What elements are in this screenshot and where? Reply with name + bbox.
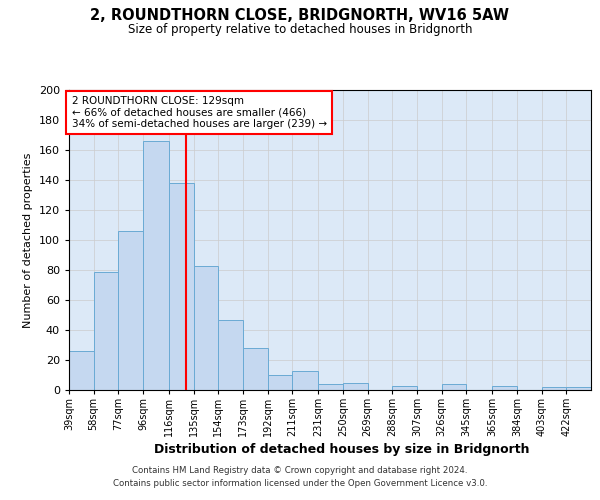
Bar [94,272,118,390]
Bar [542,387,566,390]
Bar [194,266,218,390]
Bar [169,183,194,390]
Text: Distribution of detached houses by size in Bridgnorth: Distribution of detached houses by size … [154,442,530,456]
Bar [319,384,343,390]
Bar [566,387,591,390]
Text: Contains HM Land Registry data © Crown copyright and database right 2024.
Contai: Contains HM Land Registry data © Crown c… [113,466,487,487]
Bar [69,351,94,390]
Text: Size of property relative to detached houses in Bridgnorth: Size of property relative to detached ho… [128,22,472,36]
Bar [292,370,319,390]
Bar [243,348,268,390]
Text: 2, ROUNDTHORN CLOSE, BRIDGNORTH, WV16 5AW: 2, ROUNDTHORN CLOSE, BRIDGNORTH, WV16 5A… [91,8,509,22]
Text: 2 ROUNDTHORN CLOSE: 129sqm
← 66% of detached houses are smaller (466)
34% of sem: 2 ROUNDTHORN CLOSE: 129sqm ← 66% of deta… [71,96,327,129]
Bar [343,382,368,390]
Bar [218,320,243,390]
Bar [143,141,169,390]
Y-axis label: Number of detached properties: Number of detached properties [23,152,33,328]
Bar [118,231,143,390]
Bar [493,386,517,390]
Bar [268,375,292,390]
Bar [442,384,466,390]
Bar [392,386,417,390]
